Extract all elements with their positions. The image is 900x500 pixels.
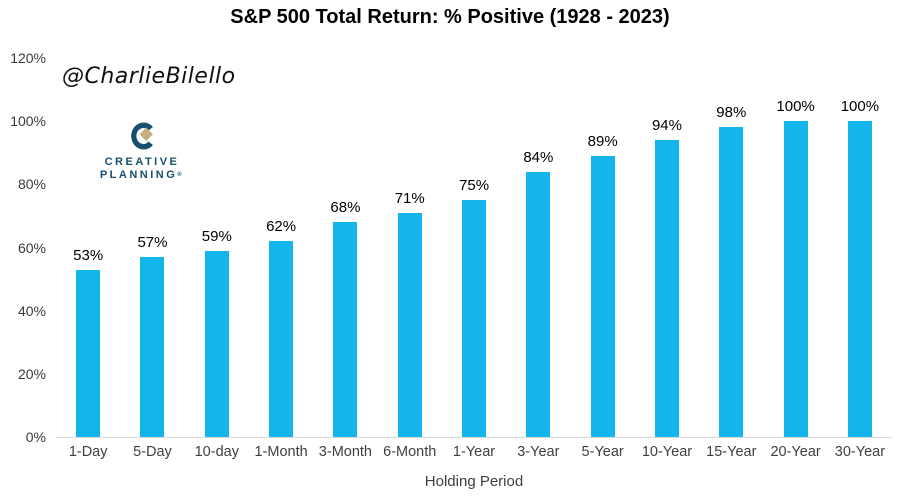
x-axis-tick-label: 6-Month [383, 444, 437, 460]
bar-value-label: 68% [330, 199, 361, 217]
x-axis-tick-label: 1-Month [254, 444, 308, 460]
x-axis-tick-label: 10-Year [641, 444, 693, 460]
x-axis-tick-label: 5-Year [581, 444, 624, 460]
plot-area: 53% 57% 59% 62% 68% 71% 75% 84% 89% 94% 98% 100% 100… [56, 58, 892, 438]
bars-container: 53% 57% 59% 62% 68% 71% 75% 84% 89% 94% 98% 100% 100… [56, 58, 892, 437]
bar-value-label: 53% [73, 246, 104, 264]
bar-20-year [783, 121, 808, 437]
bar-1-year [462, 200, 487, 437]
bar-slot-1-month: 62% [249, 58, 313, 437]
logo-trademark: ® [177, 172, 185, 178]
bar-value-label: 62% [266, 218, 297, 236]
bar-slot-3-year: 84% [506, 58, 570, 437]
x-axis-tick-label: 3-Month [318, 444, 372, 460]
bar-3-month [333, 222, 358, 437]
x-axis-tick-label: 10-day [194, 444, 239, 460]
bar-slot-15-year: 98% [699, 58, 763, 437]
bar-slot-20-year: 100% [763, 58, 827, 437]
bar-3-year [526, 171, 551, 437]
bar-value-label: 100% [840, 98, 880, 116]
x-axis-tick-label: 1-Day [68, 444, 108, 460]
creative-planning-logo: CREATIVE PLANNING® [86, 120, 198, 182]
bar-slot-5-year: 89% [571, 58, 635, 437]
bar-slot-3-month: 68% [313, 58, 377, 437]
bar-15-year [719, 127, 744, 437]
bar-value-label: 100% [776, 98, 815, 116]
y-axis-tick-label: 20% [17, 365, 46, 382]
bar-1-month [269, 241, 294, 437]
bar-30-year [847, 121, 872, 437]
y-axis-tick-label: 80% [17, 176, 46, 193]
bar-value-label: 57% [137, 233, 168, 251]
bar-value-label: 71% [394, 189, 425, 207]
logo-text-creative: CREATIVE [104, 156, 180, 168]
bar-slot-6-month: 71% [378, 58, 442, 437]
bar-6-month [397, 212, 422, 437]
bar-slot-1-year: 75% [442, 58, 506, 437]
y-axis: 0% 20% 40% 60% 80% 100% 120% [0, 51, 46, 444]
x-axis-tick-label: 30-Year [834, 444, 886, 460]
bar-value-label: 75% [459, 177, 490, 195]
bar-5-year [590, 155, 615, 437]
bar-5-day [140, 256, 165, 437]
x-axis-tick-label: 5-Day [133, 444, 172, 460]
y-axis-tick-label: 100% [10, 113, 46, 130]
bar-slot-10-day: 59% [185, 58, 249, 437]
bar-value-label: 59% [201, 227, 232, 245]
x-axis: 1-Day 5-Day 10-day 1-Month 3-Month 6-Month 1-Y… [56, 444, 892, 460]
bar-value-label: 84% [523, 148, 554, 166]
bar-slot-30-year: 100% [828, 58, 892, 437]
y-axis-tick-label: 0% [25, 429, 46, 445]
bar-slot-1-day: 53% [56, 58, 120, 437]
bar-value-label: 98% [716, 104, 747, 122]
x-axis-tick-label: 15-Year [706, 444, 757, 460]
x-axis-title: Holding Period [424, 473, 524, 490]
bar-slot-5-day: 57% [120, 58, 184, 437]
chart-title: S&P 500 Total Return: % Positive (1928 -… [230, 6, 670, 28]
bar-10-day [204, 250, 229, 437]
x-axis-tick-label: 20-Year [770, 444, 821, 460]
y-axis-tick-label: 60% [17, 239, 46, 256]
x-axis-tick-label: 3-Year [517, 444, 560, 460]
bar-slot-10-year: 94% [635, 58, 699, 437]
bar-1-day [76, 269, 101, 437]
y-axis-tick-label: 120% [10, 50, 46, 66]
bar-value-label: 89% [587, 132, 618, 150]
y-axis-tick-label: 40% [17, 302, 46, 319]
bar-10-year [654, 140, 679, 437]
x-axis-tick-label: 1-Year [452, 444, 496, 460]
watermark-author-handle: @CharlieBilello [62, 64, 236, 89]
logo-c-icon [131, 122, 153, 150]
bar-value-label: 94% [651, 117, 682, 135]
logo-text-planning: PLANNING® [99, 169, 185, 181]
